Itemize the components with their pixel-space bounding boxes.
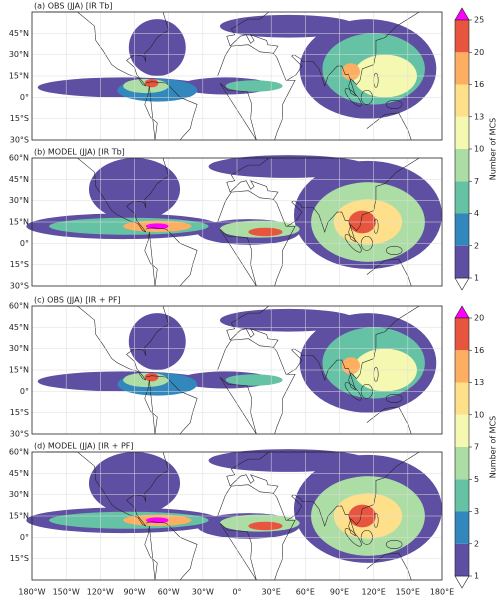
lat-label: 15°N — [9, 218, 29, 227]
lat-label: 30°S — [10, 136, 29, 145]
colorbar-segment — [455, 414, 469, 447]
lat-label: 60°N — [9, 154, 29, 163]
colorbar-segment — [455, 52, 469, 85]
lat-label: 15°N — [9, 72, 29, 81]
panel-title: (c) OBS (JJA) [IR + PF] — [34, 296, 121, 305]
lat-label: 15°S — [10, 408, 29, 417]
colorbar-tick-label: 7 — [474, 177, 479, 186]
colorbar-tick-label: 2 — [474, 241, 479, 250]
map-panel — [31, 11, 443, 141]
colorbar-under — [454, 575, 470, 589]
colorbar-label: Number of MCS — [489, 118, 498, 181]
lon-label: 60°W — [158, 588, 180, 597]
colorbar-tick-label: 10 — [474, 410, 484, 419]
colorbar-tick-label: 1 — [474, 274, 479, 283]
colorbar-segment — [455, 350, 469, 383]
colorbar-segment — [455, 116, 469, 149]
lat-label: 15°N — [9, 366, 29, 375]
panel-title: (d) MODEL (JJA) [IR + PF] — [34, 442, 134, 451]
colorbar-segment — [455, 213, 469, 246]
colorbar-tick-label: 2 — [474, 539, 479, 548]
lon-label: 120°E — [362, 588, 386, 597]
lon-label: 150°W — [53, 588, 80, 597]
colorbar-tick-label: 25 — [474, 16, 484, 25]
lat-label: 15°N — [9, 512, 29, 521]
lat-label: 60°N — [9, 302, 29, 311]
lat-label: 60°N — [9, 448, 29, 457]
lon-label: 90°E — [330, 588, 349, 597]
lat-label: 30°N — [9, 196, 29, 205]
colorbar-segment — [455, 479, 469, 512]
colorbar-segment — [455, 511, 469, 544]
colorbar-over — [454, 7, 470, 21]
lat-label: 45°N — [9, 469, 29, 478]
lon-label: 180°W — [18, 588, 45, 597]
colorbar-tick-label: 16 — [474, 80, 484, 89]
lon-label: 30°E — [262, 588, 281, 597]
colorbar-segment — [455, 543, 469, 576]
lon-label: 0° — [232, 588, 241, 597]
colorbar-tick-label: 1 — [474, 572, 479, 581]
colorbar-segment — [455, 84, 469, 117]
map-panel — [26, 449, 443, 581]
lat-label: 30°S — [10, 430, 29, 439]
lon-label: 30°W — [192, 588, 214, 597]
lat-label: 30°S — [10, 282, 29, 291]
colorbar-segment — [455, 382, 469, 415]
colorbar-tick-label: 10 — [474, 145, 484, 154]
colorbar-segment — [455, 181, 469, 214]
lat-label: 0° — [20, 387, 29, 396]
panel-frame — [31, 157, 443, 287]
colorbar-segment — [455, 149, 469, 182]
panel-title: (b) MODEL (JJA) [IR Tb] — [34, 148, 125, 157]
colorbar-tick-label: 3 — [474, 507, 479, 516]
colorbar-tick-label: 20 — [474, 314, 484, 323]
colorbar-over — [454, 305, 470, 319]
lon-label: 120°W — [87, 588, 114, 597]
panel-frame — [31, 451, 443, 581]
lon-label: 60°E — [296, 588, 315, 597]
lat-label: 45°N — [9, 175, 29, 184]
lat-label: 0° — [20, 93, 29, 102]
lon-label: 150°E — [396, 588, 420, 597]
colorbar-tick-label: 4 — [474, 209, 479, 218]
lat-label: 30°N — [9, 344, 29, 353]
panel-frame — [31, 11, 443, 141]
colorbar-segment — [455, 447, 469, 480]
panel-frame — [31, 305, 443, 435]
colorbar-tick-label: 13 — [474, 378, 484, 387]
lat-label: 30°N — [9, 50, 29, 59]
lat-label: 45°N — [9, 29, 29, 38]
map-panel — [31, 305, 443, 435]
colorbar-segment — [455, 318, 469, 351]
colorbar-segment — [455, 20, 469, 53]
lon-label: 180°E — [430, 588, 454, 597]
colorbar-segment — [455, 245, 469, 278]
colorbar-tick-label: 7 — [474, 443, 479, 452]
lat-label: 30°N — [9, 490, 29, 499]
lat-label: 0° — [20, 239, 29, 248]
colorbar-tick-label: 5 — [474, 475, 479, 484]
lat-label: 45°N — [9, 323, 29, 332]
panel-title: (a) OBS (JJA) [IR Tb] — [34, 2, 112, 11]
lat-label: 15°S — [10, 114, 29, 123]
colorbar-label: Number of MCS — [489, 416, 498, 479]
map-panel — [26, 155, 443, 287]
lat-label: 15°S — [10, 260, 29, 269]
colorbar-tick-label: 13 — [474, 112, 484, 121]
colorbar-tick-label: 20 — [474, 48, 484, 57]
lat-label: 15°S — [10, 554, 29, 563]
lon-label: 90°W — [123, 588, 145, 597]
colorbar-tick-label: 16 — [474, 346, 484, 355]
colorbar-under — [454, 277, 470, 291]
lat-label: 0° — [20, 533, 29, 542]
